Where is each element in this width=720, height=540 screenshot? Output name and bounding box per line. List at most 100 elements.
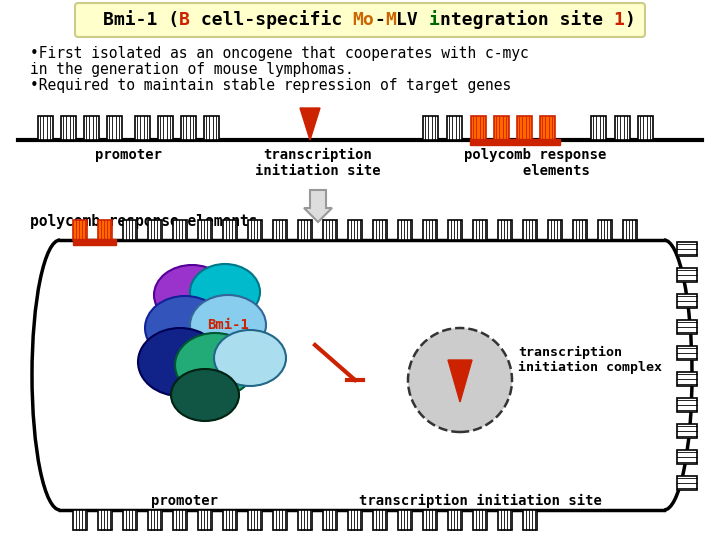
Ellipse shape [138,328,222,396]
Ellipse shape [145,296,225,360]
Bar [677,320,697,334]
Bar [470,139,560,145]
Bar [448,510,462,530]
Text: promoter: promoter [151,494,218,508]
Text: transcription initiation site: transcription initiation site [359,494,601,508]
Text: ): ) [624,11,636,29]
Bar [37,116,53,140]
Bar [348,220,362,240]
Bar [323,220,337,240]
Bar [248,510,262,530]
Text: Mo: Mo [353,11,374,29]
Bar [473,220,487,240]
Bar [123,220,137,240]
Text: polycomb response
     elements: polycomb response elements [464,148,606,178]
Bar [123,510,137,530]
Bar [423,510,437,530]
Bar [248,220,262,240]
Bar [373,510,387,530]
Bar [470,116,485,140]
Bar [158,116,173,140]
Ellipse shape [190,295,266,355]
Bar [198,220,212,240]
Bar [446,116,462,140]
Text: •Required to maintain stable repression of target genes: •Required to maintain stable repression … [30,78,511,93]
Bar [173,510,187,530]
Bar [181,116,196,140]
Bar [623,220,637,240]
Text: i: i [429,11,440,29]
Bar [573,220,587,240]
Bar [498,510,512,530]
Text: transcription
initiation complex: transcription initiation complex [518,346,662,374]
Bar [523,510,537,530]
Bar [223,510,237,530]
Text: transcription
initiation site: transcription initiation site [255,148,381,178]
Bar [498,220,512,240]
FancyArrow shape [304,190,332,222]
Text: in the generation of mouse lymphomas.: in the generation of mouse lymphomas. [30,62,354,77]
Bar [223,220,237,240]
Ellipse shape [190,264,260,320]
Bar [298,510,312,530]
Bar [677,346,697,360]
Ellipse shape [171,369,239,421]
Text: 1: 1 [613,11,624,29]
Bar [473,510,487,530]
Bar [107,116,122,140]
Bar [298,220,312,240]
Text: promoter: promoter [94,148,161,162]
Bar [84,116,99,140]
Bar [73,239,116,245]
Bar [198,510,212,530]
Bar [637,116,652,140]
Bar [539,116,554,140]
Bar [273,510,287,530]
Bar [590,116,606,140]
Bar [614,116,629,140]
Text: •First isolated as an oncogene that cooperates with c-myc: •First isolated as an oncogene that coop… [30,46,528,61]
Bar [373,220,387,240]
Text: ntegration site: ntegration site [440,10,613,30]
Bar [677,242,697,256]
Bar [98,220,112,240]
Bar [398,510,412,530]
Bar [398,220,412,240]
Bar [148,510,162,530]
Ellipse shape [175,333,255,397]
Bar [493,116,508,140]
Bar [677,372,697,386]
Bar [677,476,697,490]
Text: cell-specific: cell-specific [189,10,353,30]
Text: M: M [385,11,396,29]
Bar [73,220,87,240]
Text: B: B [179,11,189,29]
Bar [98,510,112,530]
Bar [204,116,218,140]
Bar [148,220,162,240]
Bar [273,220,287,240]
Text: Bmi-1 (: Bmi-1 ( [102,11,179,29]
FancyBboxPatch shape [75,3,645,37]
Text: polycomb response elements: polycomb response elements [30,214,258,229]
Bar [173,220,187,240]
Bar [677,268,697,282]
Text: LV: LV [396,11,429,29]
Ellipse shape [154,265,230,325]
Bar [423,116,438,140]
Text: Bmi-1: Bmi-1 [207,318,249,332]
Bar [677,450,697,464]
Bar [677,398,697,412]
Bar [516,116,531,140]
Bar [598,220,612,240]
Bar [523,220,537,240]
Bar [448,220,462,240]
Bar [677,294,697,308]
Bar [73,510,87,530]
Ellipse shape [214,330,286,386]
Bar [323,510,337,530]
Text: -: - [374,11,385,29]
Bar [348,510,362,530]
Bar [548,220,562,240]
Polygon shape [300,108,320,140]
